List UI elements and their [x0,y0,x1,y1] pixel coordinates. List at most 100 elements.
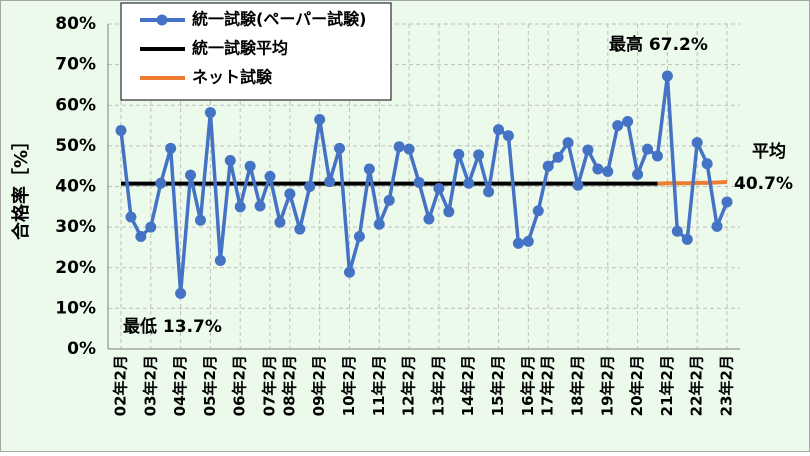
x-tick-label: 12年2月 [400,355,418,416]
data-point [204,107,216,119]
x-tick-label: 06年2月 [231,355,249,416]
annotation: 最低 13.7% [123,316,222,337]
x-tick-label: 22年2月 [688,355,706,416]
x-tick-label: 02年2月 [112,355,130,416]
x-tick-label: 14年2月 [459,355,477,416]
data-point [224,155,236,166]
x-tick-label: 05年2月 [201,355,219,416]
data-point [324,176,336,188]
data-point [383,194,395,206]
data-point [254,200,266,212]
x-tick-label: 08年2月 [280,355,298,416]
x-tick-label: 15年2月 [489,355,507,416]
y-tick-label: 80% [55,14,96,34]
data-point [194,214,206,226]
data-point [294,223,306,235]
data-point [244,160,256,172]
data-point [135,230,147,242]
data-point [423,213,435,225]
data-point [334,142,346,154]
data-point [433,183,445,195]
x-tick-label: 03年2月 [141,355,159,416]
data-point [264,170,276,182]
data-point [602,165,614,177]
data-point [562,137,574,149]
x-tick-label: 11年2月 [370,355,388,416]
data-point [642,143,654,155]
data-point [234,201,246,213]
data-point [651,150,663,162]
y-tick-label: 50% [55,136,96,156]
y-tick-label: 70% [55,55,96,75]
x-tick-label: 13年2月 [429,355,447,416]
data-point [671,225,683,237]
data-point [304,181,316,192]
data-point [572,179,584,191]
y-tick-label: 30% [55,217,96,237]
legend-marker [156,14,168,26]
data-point [393,141,405,153]
data-point [493,124,505,136]
data-point [314,113,326,125]
x-tick-label: 07年2月 [261,355,279,416]
x-tick-label: 20年2月 [628,355,646,416]
data-point [453,148,465,160]
data-point [632,168,644,180]
x-tick-label: 09年2月 [310,355,328,416]
data-point [592,163,604,175]
data-point [185,169,197,181]
y-tick-label: 60% [55,95,96,115]
data-point [701,158,713,170]
data-point [145,221,157,233]
y-tick-label: 10% [55,298,96,318]
data-point [612,120,624,132]
x-tick-label: 18年2月 [568,355,586,416]
data-point [502,130,514,142]
data-point [155,177,167,189]
x-tick-label: 19年2月 [598,355,616,416]
x-tick-label: 21年2月 [658,355,676,416]
data-point [353,230,365,242]
x-tick-label: 23年2月 [718,355,736,416]
data-point [483,186,495,198]
data-point [175,287,187,299]
y-tick-label: 20% [55,258,96,278]
data-point [522,235,534,247]
x-tick-label: 17年2月 [539,355,557,416]
data-point [115,124,127,136]
data-point [284,188,296,200]
legend-label: 統一試験(ペーパー試験) [192,10,366,29]
data-point [343,266,355,278]
data-point [512,237,524,249]
annotation: 40.7% [734,174,793,194]
legend-label: ネット試験 [192,68,273,87]
y-axis-label: 合格率［%］ [10,132,32,240]
data-point [363,163,375,175]
data-point [413,176,425,188]
data-point [403,143,415,155]
data-point [473,149,485,161]
data-point [274,216,286,228]
data-point [373,218,385,230]
y-tick-label: 40% [55,177,96,197]
x-tick-label: 04年2月 [171,355,189,416]
x-tick-label: 10年2月 [340,355,358,416]
data-point [711,220,723,232]
data-point [532,205,544,217]
annotation: 最高 67.2% [609,34,708,55]
data-point [691,137,703,149]
data-point [721,196,733,208]
data-point [214,254,226,266]
data-point [443,206,455,218]
data-point [661,70,673,82]
data-point [552,151,564,163]
y-tick-label: 0% [67,339,96,359]
legend-label: 統一試験平均 [192,39,288,58]
annotation: 平均 [752,141,786,162]
data-point [542,160,554,172]
data-point [622,116,634,127]
x-tick-label: 16年2月 [519,355,537,416]
data-point [681,233,693,245]
